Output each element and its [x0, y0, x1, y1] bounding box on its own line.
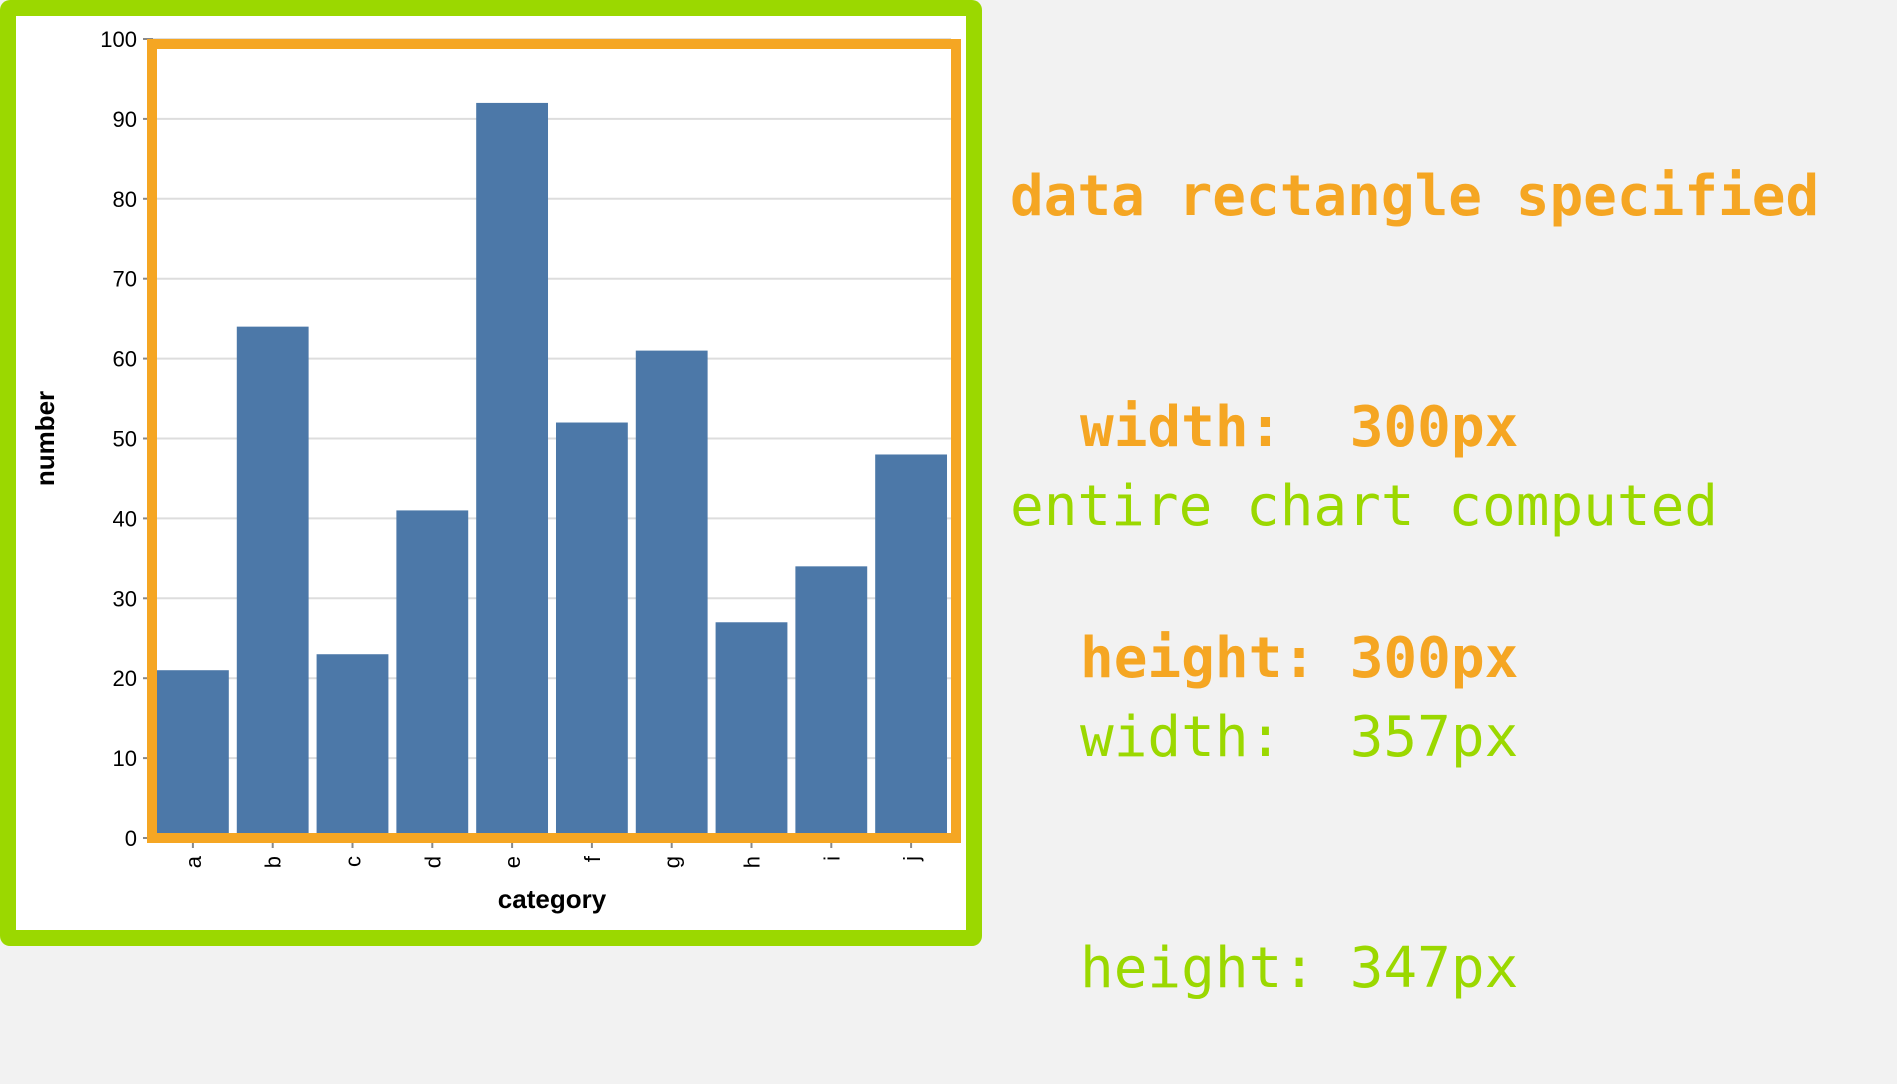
- bar-a: [156, 670, 229, 838]
- x-tick-label-b: b: [261, 856, 286, 868]
- x-tick-label-d: d: [420, 856, 445, 868]
- bars: [156, 102, 948, 839]
- bar-i: [795, 566, 868, 838]
- entire-chart-frame: 0 10 20 30 40 50 60 70 80 90 100 a b c d e f g h i j categor…: [0, 0, 982, 946]
- x-tick-label-c: c: [341, 856, 366, 867]
- y-tick-label-40: 40: [113, 506, 137, 531]
- x-tick-label-h: h: [740, 856, 765, 868]
- y-tick-label-60: 60: [113, 347, 137, 372]
- x-tick-label-i: i: [819, 856, 844, 861]
- data-rectangle-width: width: 300px: [1080, 395, 1519, 460]
- y-tick-label-80: 80: [113, 187, 137, 212]
- bar-h: [715, 622, 788, 838]
- data-rectangle-height: height: 300px: [1080, 626, 1519, 691]
- y-tick-label-30: 30: [113, 586, 137, 611]
- bar-g: [635, 350, 708, 838]
- x-tick-label-f: f: [580, 855, 605, 862]
- entire-chart-annotation: entire chart computed width: 357px heigh…: [1010, 314, 1718, 1084]
- entire-chart-width: width: 357px: [1080, 705, 1519, 770]
- bar-j: [875, 454, 948, 838]
- x-tick-label-a: a: [181, 855, 206, 868]
- bar-f: [555, 422, 628, 838]
- bar-d: [396, 510, 469, 838]
- bar-chart: 0 10 20 30 40 50 60 70 80 90 100 a b c d e f g h i j categor…: [30, 27, 961, 914]
- x-axis-title: category: [498, 884, 607, 914]
- y-tick-label-0: 0: [125, 826, 137, 851]
- y-tick-label-100: 100: [100, 27, 137, 52]
- bar-c: [316, 654, 389, 838]
- entire-chart-height: height: 347px: [1080, 936, 1519, 1001]
- data-rectangle-heading: data rectangle specified: [1010, 164, 1820, 229]
- y-tick-label-90: 90: [113, 107, 137, 132]
- data-rectangle-annotation: data rectangle specified width: 300px he…: [1010, 4, 1819, 774]
- y-tick-label-10: 10: [113, 746, 137, 771]
- x-tick-label-j: j: [899, 856, 924, 862]
- chart-panel: 0 10 20 30 40 50 60 70 80 90 100 a b c d e f g h i j categor…: [16, 16, 966, 930]
- y-tick-label-70: 70: [113, 267, 137, 292]
- y-tick-label-20: 20: [113, 666, 137, 691]
- bar-e: [476, 102, 549, 839]
- y-axis-title: number: [30, 391, 60, 486]
- entire-chart-heading: entire chart computed: [1010, 474, 1719, 539]
- y-tick-label-50: 50: [113, 427, 137, 452]
- bar-b: [236, 326, 309, 838]
- data-rectangle-outline: [147, 39, 961, 843]
- x-tick-label-e: e: [500, 856, 525, 868]
- x-tick-label-g: g: [660, 856, 685, 868]
